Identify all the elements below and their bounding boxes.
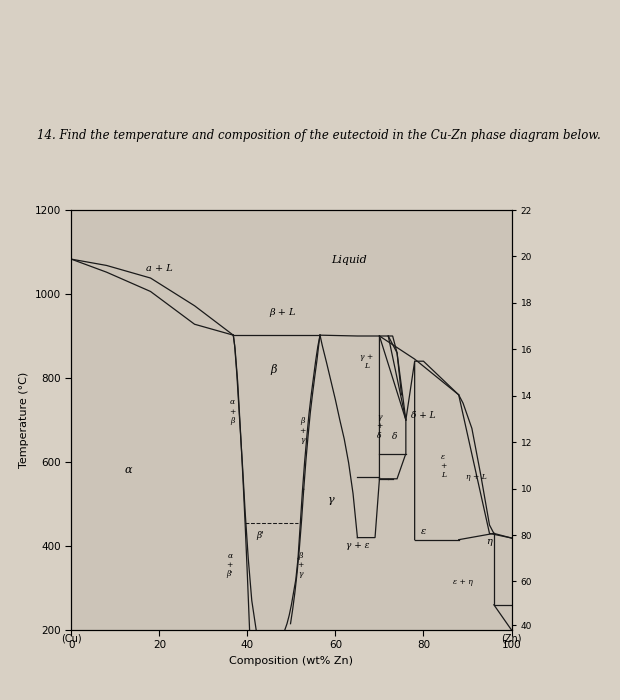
Text: Liquid: Liquid [330,256,366,265]
Text: ε: ε [421,527,426,536]
Text: β + L: β + L [269,309,296,317]
Text: δ: δ [392,433,397,441]
Text: η + L: η + L [466,473,487,481]
Text: 14. Find the temperature and composition of the eutectoid in the Cu-Zn phase dia: 14. Find the temperature and composition… [37,130,601,143]
Text: β': β' [257,531,265,540]
Text: γ + ε: γ + ε [346,542,369,550]
Text: γ +
L: γ + L [360,353,373,370]
Text: α
+
β': α + β' [226,552,233,578]
Text: η: η [487,538,492,546]
Text: (Cu): (Cu) [61,634,82,643]
Text: β
+
γ: β + γ [299,417,306,444]
Text: α
+
β: α + β [229,398,235,425]
Y-axis label: Temperature (°C): Temperature (°C) [19,372,29,468]
Text: α: α [125,466,132,475]
Text: β: β [270,364,277,375]
Text: γ: γ [328,495,334,505]
Text: δ + L: δ + L [411,412,436,420]
X-axis label: Composition (wt% Zn): Composition (wt% Zn) [229,656,353,666]
Text: a + L: a + L [146,265,173,273]
Text: γ
+
δ: γ + δ [376,413,383,440]
Text: β
+
γ: β + γ [297,552,303,578]
Text: ε + η: ε + η [453,578,473,586]
Text: (Zn): (Zn) [501,634,522,643]
Text: ε
+
L: ε + L [440,453,446,480]
